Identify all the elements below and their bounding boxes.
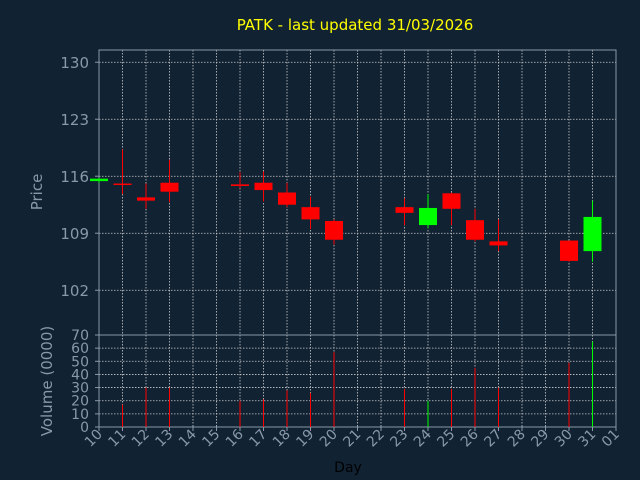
- candle-body: [254, 182, 273, 191]
- price-axis-label: Price: [28, 174, 46, 211]
- price-tick-label: 109: [60, 225, 89, 243]
- price-tick-label: 123: [60, 111, 89, 129]
- volume-tick-label: 70: [71, 328, 89, 344]
- candlestick-series: [90, 149, 602, 262]
- volume-tick-label: 60: [71, 341, 89, 357]
- candle-body: [325, 221, 343, 240]
- volume-tick-label: 30: [71, 381, 89, 397]
- candle-body: [278, 192, 296, 205]
- price-axis-ticks: 130 123 116 109 102: [60, 54, 99, 300]
- volume-tick-label: 0: [80, 420, 89, 436]
- volume-tick-label: 50: [71, 354, 89, 370]
- price-tick-label: 130: [60, 54, 89, 72]
- volume-series: [122, 341, 593, 427]
- candle-body: [419, 207, 437, 226]
- candle-body: [489, 241, 508, 246]
- volume-tick-label: 40: [71, 367, 89, 383]
- candle-body: [137, 197, 155, 201]
- volume-axis-label: Volume (0000): [38, 326, 56, 436]
- day-axis-ticks: 10 11 12 13 14 15 16 17 18 19 20 21 22 23 24 25 26 27 28 29…: [82, 426, 623, 450]
- candle-body: [160, 182, 179, 192]
- candle-body: [583, 216, 602, 252]
- candle-body: [442, 193, 461, 209]
- candle-body: [113, 183, 132, 186]
- candle-body: [301, 207, 320, 220]
- candle-body: [560, 240, 578, 261]
- candle-body: [90, 178, 108, 182]
- price-tick-label: 102: [60, 282, 89, 300]
- chart-title: PATK - last updated 31/03/2026: [237, 16, 474, 34]
- day-axis-label: Day: [334, 460, 362, 476]
- candle-body: [466, 220, 484, 240]
- volume-tick-label: 10: [71, 407, 89, 423]
- candle-body: [231, 184, 249, 186]
- volume-tick-label: 20: [71, 394, 89, 410]
- price-tick-label: 116: [60, 168, 89, 186]
- candle-body: [395, 207, 414, 213]
